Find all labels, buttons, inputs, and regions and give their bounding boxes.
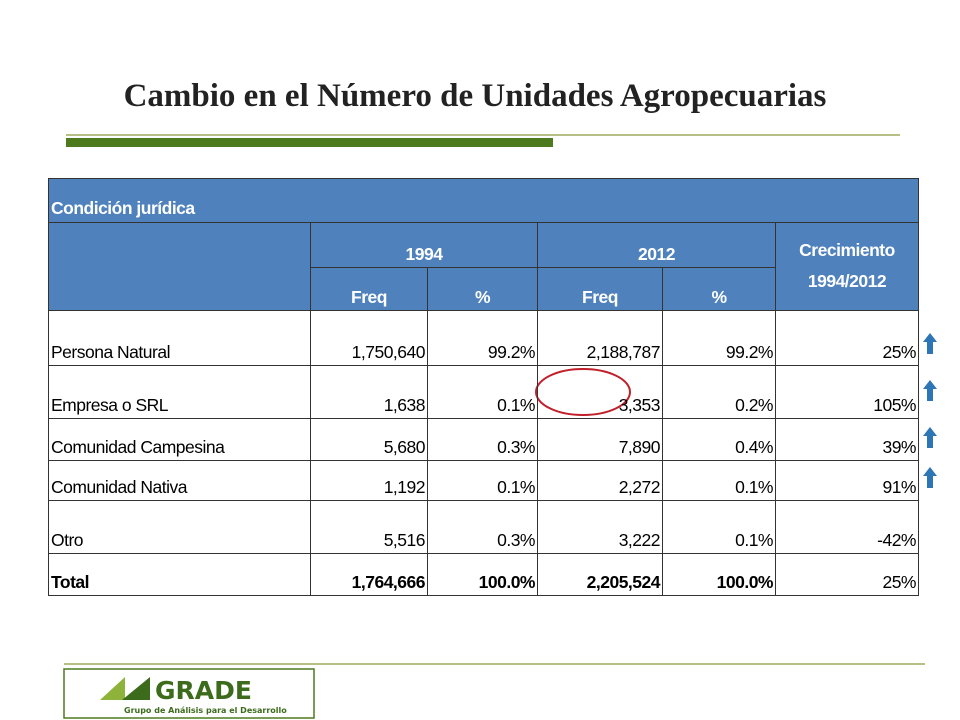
table-cell: 1,764,666 <box>310 553 428 596</box>
table-row: Persona Natural 1,750,640 99.2% 2,188,787 99… <box>48 310 919 366</box>
table-cell: 5,516 <box>310 500 428 554</box>
table-cell: 0.4% <box>662 418 776 461</box>
table-cell: 0.1% <box>427 460 538 501</box>
logo-frame <box>63 668 315 719</box>
table-cell: 100.0% <box>662 553 776 596</box>
sub-header: Freq <box>537 267 663 311</box>
growth-header: Crecimiento 1994/2012 <box>775 222 919 311</box>
table-row: Comunidad Nativa 1,192 0.1% 2,272 0.1% 91% <box>48 460 919 501</box>
table-row: Otro 5,516 0.3% 3,222 0.1% -42% <box>48 500 919 554</box>
up-arrow <box>923 333 937 354</box>
table-cell: 99.2% <box>662 310 776 366</box>
table-cell: 1,750,640 <box>310 310 428 366</box>
table-cell: 39% <box>775 418 919 461</box>
logo-mark <box>100 677 125 700</box>
table-cell: 0.2% <box>662 365 776 419</box>
table-cell: 91% <box>775 460 919 501</box>
table-cell: 100.0% <box>427 553 538 596</box>
table-cell: 2,205,524 <box>537 553 663 596</box>
table-cell: 25% <box>775 553 919 596</box>
row-label: Total <box>48 553 311 596</box>
row-label: Otro <box>48 500 311 554</box>
up-arrow <box>923 427 937 448</box>
table-cell: 0.3% <box>427 500 538 554</box>
table-row: Comunidad Campesina 5,680 0.3% 7,890 0.4% 39% <box>48 418 919 461</box>
table-cell: 99.2% <box>427 310 538 366</box>
table-cell: 2,188,787 <box>537 310 663 366</box>
table-cell: 5,680 <box>310 418 428 461</box>
row-label: Persona Natural <box>48 310 311 366</box>
table-cell: 1,192 <box>310 460 428 501</box>
logo-tagline: Grupo de Análisis para el Desarrollo <box>124 706 287 715</box>
table-cell: 0.3% <box>427 418 538 461</box>
row-label: Comunidad Campesina <box>48 418 311 461</box>
table-cell: 1,638 <box>310 365 428 419</box>
logo-mark <box>122 677 150 700</box>
table-cell: 7,890 <box>537 418 663 461</box>
up-arrow <box>923 380 937 401</box>
table-row: Empresa o SRL 1,638 0.1% 3,353 0.2% 105% <box>48 365 919 419</box>
table-row: Total 1,764,666 100.0% 2,205,524 100.0% 25% <box>48 553 919 596</box>
table-cell: 25% <box>775 310 919 366</box>
sub-header: Freq <box>310 267 428 311</box>
table-cell: 2,272 <box>537 460 663 501</box>
table-cell: 0.1% <box>662 500 776 554</box>
data-table: Condición jurídica 1994 2012 Crecimiento… <box>48 178 919 596</box>
table-caption: Condición jurídica <box>48 178 919 223</box>
table-cell: 3,353 <box>537 365 663 419</box>
table-cell: 105% <box>775 365 919 419</box>
title-bar <box>66 138 553 147</box>
sub-header: % <box>427 267 538 311</box>
up-arrow <box>923 467 937 488</box>
table-cell: -42% <box>775 500 919 554</box>
table-cell: 0.1% <box>662 460 776 501</box>
row-label: Comunidad Nativa <box>48 460 311 501</box>
slide-title: Cambio en el Número de Unidades Agropecu… <box>123 78 827 114</box>
table-cell: 3,222 <box>537 500 663 554</box>
row-label: Empresa o SRL <box>48 365 311 419</box>
sub-header: % <box>662 267 776 311</box>
table-cell: 0.1% <box>427 365 538 419</box>
logo: GRADE Grupo de Análisis para el Desarrol… <box>63 668 315 719</box>
logo-name: GRADE <box>155 676 252 705</box>
year-header: 1994 <box>310 222 538 268</box>
header-cell <box>48 222 311 311</box>
arrows <box>923 333 937 488</box>
year-header: 2012 <box>537 222 776 268</box>
